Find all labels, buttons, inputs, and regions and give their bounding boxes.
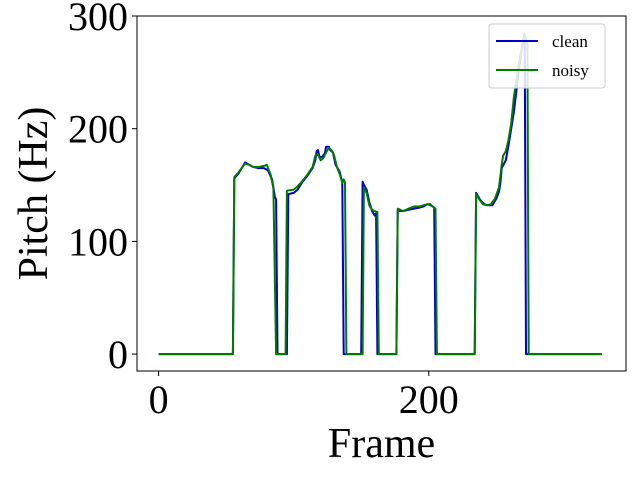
- y-axis: 0 100 200 300: [68, 0, 137, 377]
- series-layer: [158, 33, 602, 356]
- x-axis-label: Frame: [328, 421, 435, 467]
- series-line-noisy: [158, 33, 602, 356]
- y-tick-label: 100: [68, 219, 128, 264]
- y-tick-label: 300: [68, 0, 128, 39]
- series-line-clean: [158, 33, 602, 356]
- legend-label-clean: clean: [552, 32, 588, 51]
- y-axis-label: Pitch (Hz): [11, 107, 57, 281]
- y-tick-label: 0: [108, 332, 128, 377]
- x-tick-label: 200: [399, 377, 459, 422]
- plot-frame: [136, 15, 627, 372]
- x-axis: 0 200: [149, 371, 459, 422]
- x-tick-label: 0: [149, 377, 169, 422]
- legend-label-noisy: noisy: [552, 61, 589, 80]
- y-tick-label: 200: [68, 107, 128, 152]
- legend: clean noisy: [488, 23, 606, 89]
